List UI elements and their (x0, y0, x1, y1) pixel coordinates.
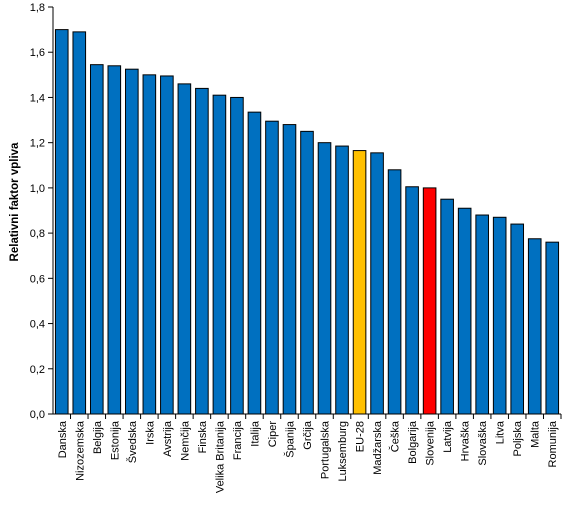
x-category-label: Češka (389, 420, 402, 452)
bar-finska (195, 87, 209, 415)
x-category-label: Slovenija (425, 420, 437, 466)
bar-italija (247, 111, 262, 415)
x-category-label: Avstrija (162, 420, 174, 457)
bar-ciper (265, 120, 279, 415)
bar-romunija (545, 241, 560, 415)
y-tick-label: 1,6 (30, 47, 45, 59)
bar-avstrija (160, 75, 174, 415)
bar-bolgarija (405, 186, 419, 415)
x-category-label: EU-28 (355, 421, 367, 452)
x-category-label: Hrvaška (460, 420, 472, 461)
y-tick-label: 0,8 (30, 228, 45, 240)
bar-hrva-ka (457, 207, 472, 415)
bar-malta (527, 238, 542, 415)
x-category-label: Danska (57, 420, 69, 458)
bar-mad-arska (370, 152, 384, 415)
x-category-label: Ciper (267, 421, 279, 448)
bar--vedska (125, 68, 139, 415)
bar-slova-ka (475, 214, 489, 415)
x-axis-labels: Danska Nizozemska Belgija Estonija Švedska Ir… (57, 420, 559, 493)
bar-velika-britanija (212, 94, 227, 415)
bar-portugalska (317, 142, 332, 415)
x-category-label: Romunija (547, 420, 559, 467)
axes (52, 7, 562, 419)
bar--panija (282, 124, 297, 415)
x-category-label: Poljska (512, 420, 524, 456)
bar-gr-ija (300, 130, 314, 415)
x-category-label: Madžarska (372, 420, 384, 475)
y-tick-label: 1,2 (30, 138, 45, 150)
x-category-label: Latvija (442, 420, 454, 453)
x-category-label: Finska (197, 420, 209, 453)
y-tick-label: 0,0 (30, 409, 45, 421)
x-category-label: Slovaška (477, 420, 489, 466)
bar-nizozemska (72, 31, 87, 415)
y-axis-ticks: 0,0 0,2 0,4 0,6 0,8 1,0 1,2 1,4 1,6 1,8 (30, 2, 53, 421)
y-tick-label: 1,4 (30, 92, 45, 104)
x-category-label: Bolgarija (407, 420, 419, 464)
bar-poljska (510, 223, 525, 415)
x-category-label: Grčija (302, 420, 314, 450)
x-category-label: Nemčija (179, 420, 191, 461)
x-category-label: Francija (232, 420, 244, 460)
x-category-label: Estonija (109, 420, 121, 460)
bar-belgija (89, 64, 104, 415)
bar-estonija (107, 65, 122, 415)
y-tick-label: 0,6 (30, 273, 45, 285)
y-tick-label: 1,0 (30, 183, 45, 195)
bar-slovenija (422, 187, 437, 415)
bars (54, 29, 560, 415)
x-category-label: Velika Britanija (214, 420, 226, 493)
bar--e-ka (387, 169, 402, 415)
bar-francija (230, 96, 244, 415)
x-category-label: Nizozemska (74, 420, 86, 481)
bar-irska (142, 74, 157, 415)
x-category-label: Belgija (92, 420, 104, 454)
bar-eu-28 (352, 150, 367, 415)
y-tick-label: 1,8 (30, 2, 45, 14)
x-category-label: Italija (249, 420, 261, 447)
bar-litva (492, 216, 507, 415)
x-category-label: Litva (495, 420, 507, 444)
x-category-label: Španija (283, 420, 296, 458)
bar-danska (54, 29, 69, 415)
y-tick-label: 0,2 (30, 364, 45, 376)
x-category-label: Portugalska (320, 420, 332, 479)
y-axis-title: Relativni faktor vpliva (9, 142, 21, 261)
x-category-label: Malta (530, 420, 542, 448)
x-category-label: Luksemburg (337, 421, 349, 482)
bar-nem-ija (177, 83, 192, 415)
bar-luksemburg (335, 145, 349, 415)
y-tick-label: 0,4 (30, 319, 45, 331)
bar-latvija (440, 198, 454, 415)
x-category-label: Švedska (126, 420, 139, 463)
x-category-label: Irska (144, 420, 156, 445)
